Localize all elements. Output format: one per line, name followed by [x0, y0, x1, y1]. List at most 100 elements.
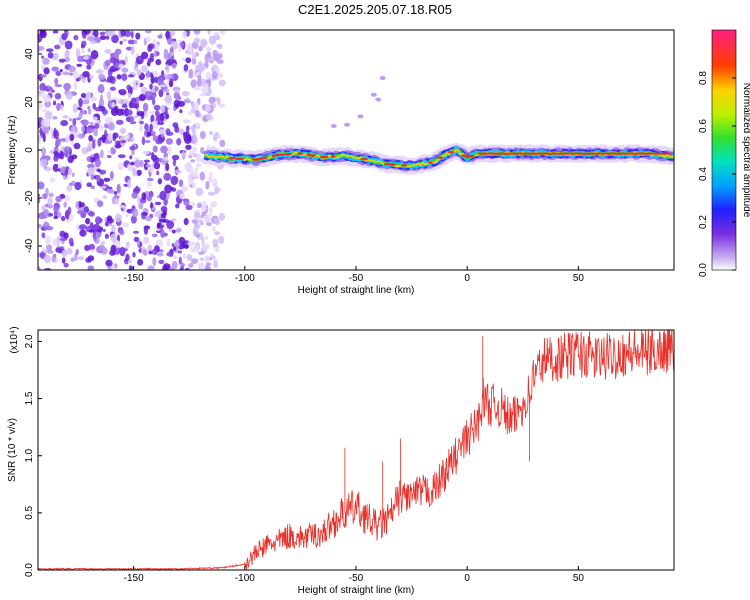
noise-blob [125, 253, 130, 262]
noise-blob [142, 249, 148, 256]
noise-blob [96, 119, 101, 124]
noise-blob [43, 208, 50, 218]
noise-blob [67, 167, 73, 175]
noise-blob [207, 57, 216, 62]
noise-blob [121, 222, 130, 228]
noise-blob [127, 179, 132, 189]
noise-blob [99, 123, 104, 132]
noise-blob [179, 193, 186, 200]
noise-blob [109, 249, 116, 256]
x-tick-label: 50 [573, 573, 585, 584]
noise-blob [330, 124, 337, 128]
noise-blob [204, 216, 211, 224]
noise-blob [92, 139, 96, 150]
x-tick-label: -150 [124, 273, 144, 284]
noise-blob [183, 217, 189, 226]
noise-blob [166, 238, 171, 247]
noise-blob [55, 137, 61, 147]
noise-blob [95, 158, 101, 168]
chart-title: C2E1.2025.205.07.18.R05 [298, 2, 452, 17]
noise-blob [96, 69, 104, 74]
noise-blob [147, 265, 155, 270]
noise-blob [59, 138, 66, 142]
noise-blob [82, 99, 90, 105]
noise-blob [98, 73, 106, 81]
noise-blob [127, 39, 136, 45]
noise-blob [134, 159, 141, 168]
noise-blob [149, 110, 157, 115]
noise-blob [138, 93, 146, 102]
noise-blob [59, 150, 65, 160]
noise-blob [92, 116, 98, 121]
noise-blob [155, 139, 163, 145]
noise-blob [208, 35, 217, 45]
noise-blob [45, 225, 54, 231]
colorbar: 0.0 0.2 0.4 0.6 0.8 Normalized spectral ampl… [698, 29, 750, 277]
noise-blob [43, 117, 51, 128]
noise-blob [144, 90, 153, 99]
noise-blob [71, 172, 75, 178]
noise-blob [136, 169, 142, 176]
noise-blob [164, 113, 170, 120]
noise-blob [125, 241, 130, 246]
noise-blob [38, 266, 41, 270]
noise-blob [51, 66, 59, 72]
noise-blob [47, 52, 54, 59]
noise-blob [83, 109, 88, 115]
noise-blob [177, 96, 182, 101]
x-tick-label: -50 [349, 573, 364, 584]
noise-blob [133, 64, 139, 72]
y-tick-label: -40 [24, 238, 35, 253]
noise-blob [148, 190, 154, 198]
noise-blob [83, 206, 89, 213]
noise-blob [54, 92, 62, 100]
noise-blob [185, 57, 192, 64]
noise-blob [52, 163, 59, 172]
noise-blob [149, 166, 155, 174]
noise-blob [214, 218, 221, 226]
noise-blob [370, 92, 377, 97]
noise-blob [169, 78, 174, 88]
noise-blob [141, 213, 146, 220]
y-tick-label: 40 [24, 48, 35, 60]
noise-blob [38, 193, 41, 198]
noise-blob [159, 84, 168, 88]
noise-blob [109, 86, 116, 91]
snr-x-label: Height of straight line (km) [298, 585, 415, 596]
noise-blob [194, 109, 200, 118]
noise-blob [75, 249, 79, 256]
noise-blob [160, 104, 166, 113]
noise-blob [137, 196, 142, 205]
noise-blob [113, 197, 119, 205]
spectrogram-x-ticks: -150 -100 -50 0 50 [124, 266, 584, 284]
noise-blob [197, 75, 202, 81]
noise-blob [130, 215, 137, 224]
ridge-peak [297, 152, 304, 155]
noise-blob [61, 249, 68, 258]
noise-blob [122, 38, 128, 43]
noise-blob [77, 55, 85, 63]
noise-blob [102, 195, 107, 199]
noise-blob [102, 228, 106, 233]
spectrogram-y-label: Frequency (Hz) [7, 116, 18, 185]
noise-blob [63, 195, 71, 202]
noise-blob [214, 186, 220, 195]
noise-blob [121, 104, 128, 108]
noise-blob [212, 238, 219, 246]
noise-blob [85, 217, 91, 225]
noise-blob [157, 79, 164, 86]
noise-blob [145, 164, 152, 168]
noise-blob [120, 140, 127, 144]
noise-blob [156, 252, 164, 257]
noise-blob [207, 30, 211, 35]
noise-blob [130, 115, 135, 124]
noise-blob [196, 78, 203, 87]
noise-blob [39, 158, 48, 168]
noise-blob [165, 92, 170, 96]
noise-blob [201, 243, 210, 251]
noise-blob [145, 36, 151, 43]
noise-blob [153, 162, 161, 170]
noise-blob [164, 94, 173, 104]
noise-blob [104, 48, 112, 54]
noise-blob [56, 102, 61, 111]
